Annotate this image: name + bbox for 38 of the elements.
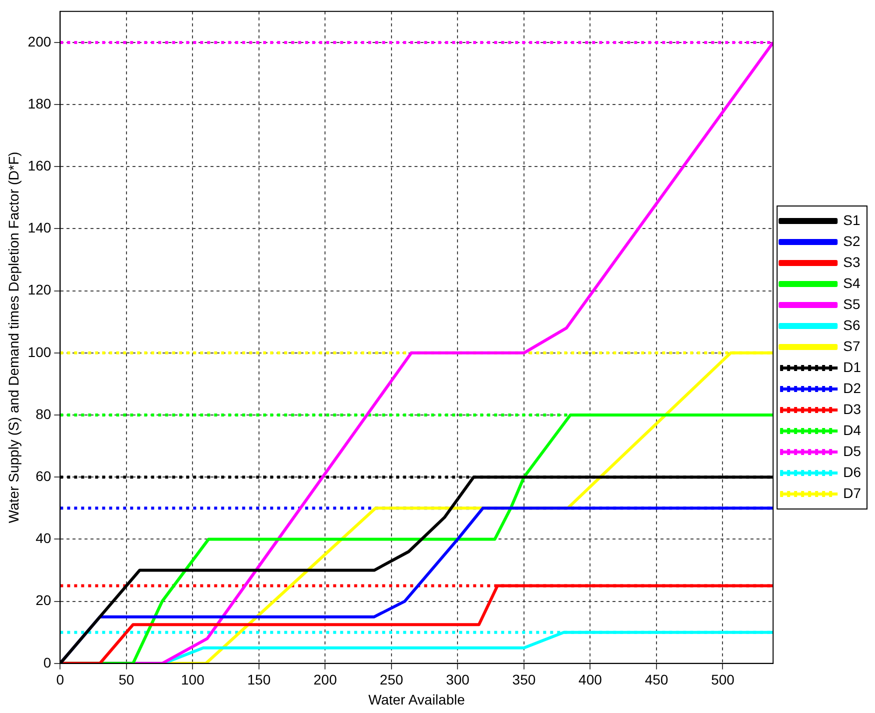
x-tick-label: 100	[180, 672, 205, 688]
legend-label: S2	[843, 232, 860, 249]
y-tick-label: 0	[43, 654, 52, 670]
x-tick-label: 500	[711, 672, 735, 688]
x-tick-label: 350	[512, 672, 536, 688]
x-tick-label: 250	[380, 672, 404, 688]
legend-label: S4	[843, 274, 860, 291]
y-tick-label: 60	[36, 468, 52, 484]
y-tick-label: 100	[28, 344, 52, 360]
y-tick-label: 140	[28, 220, 52, 236]
y-tick-label: 180	[28, 95, 52, 112]
legend-label: D5	[843, 442, 862, 459]
legend-label: S7	[843, 338, 860, 354]
legend-label: D2	[843, 380, 862, 396]
y-tick-label: 120	[28, 282, 52, 298]
x-axis-title: Water Available	[368, 691, 466, 708]
legend-label: S5	[843, 296, 860, 312]
y-tick-label: 20	[36, 592, 52, 608]
legend-label: D3	[843, 400, 862, 417]
x-tick-label: 200	[314, 672, 338, 688]
y-tick-label: 80	[36, 406, 52, 422]
x-tick-label: 50	[118, 672, 134, 688]
y-tick-label: 160	[28, 157, 52, 174]
legend-label: S6	[843, 316, 860, 333]
y-tick-label: 40	[36, 530, 52, 546]
x-tick-label: 150	[247, 672, 271, 688]
legend-label: D6	[843, 464, 862, 480]
x-tick-label: 400	[578, 672, 602, 688]
x-tick-label: 450	[644, 672, 668, 688]
y-tick-label: 200	[28, 33, 52, 50]
legend-label: D4	[843, 422, 862, 438]
y-axis-title: Water Supply (S) and Demand times Depletion Factor (D*F)	[5, 152, 22, 524]
x-tick-label: 0	[56, 672, 64, 688]
legend-label: S3	[843, 254, 860, 270]
legend-label: D7	[843, 484, 862, 501]
legend-label: D1	[843, 358, 862, 375]
x-tick-label: 300	[446, 672, 470, 688]
legend-label: S1	[843, 212, 860, 228]
